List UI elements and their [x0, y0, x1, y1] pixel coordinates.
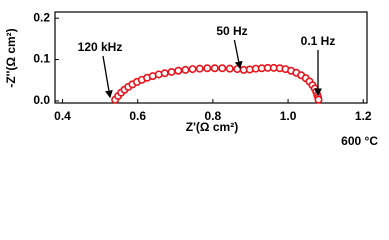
y-tick-label: 0.2	[33, 10, 50, 24]
condition-label: 600 °C	[341, 134, 378, 148]
y-axis-label: -Z''(Ω cm²)	[4, 28, 18, 87]
annotation: 120 kHz	[78, 40, 123, 54]
chart: Z'(Ω cm²) -Z''(Ω cm²) 600 °C 0.4 0.6 0.8 1.…	[4, 10, 378, 148]
annotation: 0.1 Hz	[301, 34, 336, 48]
annotation-arrow	[102, 55, 113, 99]
x-tick-label: 0.4	[54, 109, 71, 123]
data-point	[225, 64, 234, 73]
data-point	[188, 65, 197, 74]
data-point	[195, 64, 204, 73]
data-point	[218, 64, 227, 73]
y-tick-label: 0.1	[33, 52, 50, 66]
data-point	[210, 64, 219, 73]
x-tick-label: 0.8	[205, 109, 222, 123]
x-tick-label: 1.0	[280, 109, 297, 123]
x-tick-label: 0.6	[129, 109, 146, 123]
data-point	[181, 65, 190, 74]
data-point	[160, 69, 169, 78]
data-point	[174, 66, 183, 75]
annotation: 50 Hz	[216, 24, 247, 38]
x-axis-label: Z'(Ω cm²)	[186, 120, 238, 134]
y-tick-label: 0.0	[33, 93, 50, 107]
data-point	[167, 67, 176, 76]
data-point	[203, 64, 212, 73]
plot-frame	[54, 11, 368, 104]
x-tick-label: 1.2	[355, 109, 372, 123]
data-point	[314, 95, 323, 104]
annotation-arrow	[233, 39, 243, 70]
